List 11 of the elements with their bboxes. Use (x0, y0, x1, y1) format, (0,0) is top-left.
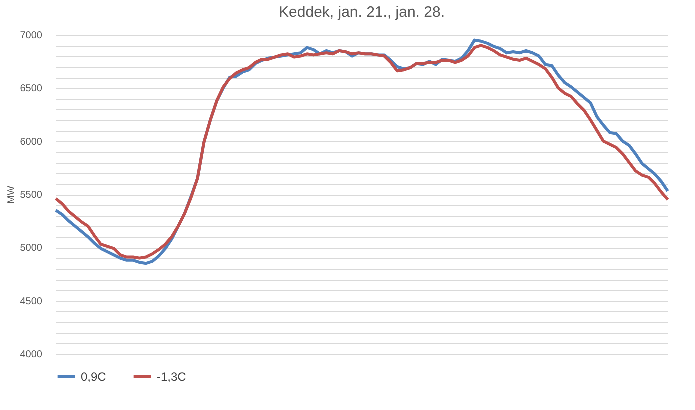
legend-label: 0,9C (81, 370, 107, 384)
legend-label: -1,3C (157, 370, 187, 384)
chart-title: Keddek, jan. 21., jan. 28. (279, 4, 445, 21)
y-tick-label: 5500 (20, 190, 43, 201)
y-tick-label: 7000 (20, 30, 43, 42)
y-tick-label: 4000 (20, 350, 43, 360)
y-tick-label: 6000 (20, 136, 43, 148)
y-axis-title: MW (6, 186, 18, 204)
y-tick-label: 4500 (20, 296, 43, 308)
y-tick-label: 6500 (20, 84, 43, 95)
y-tick-label: 5000 (20, 243, 43, 254)
